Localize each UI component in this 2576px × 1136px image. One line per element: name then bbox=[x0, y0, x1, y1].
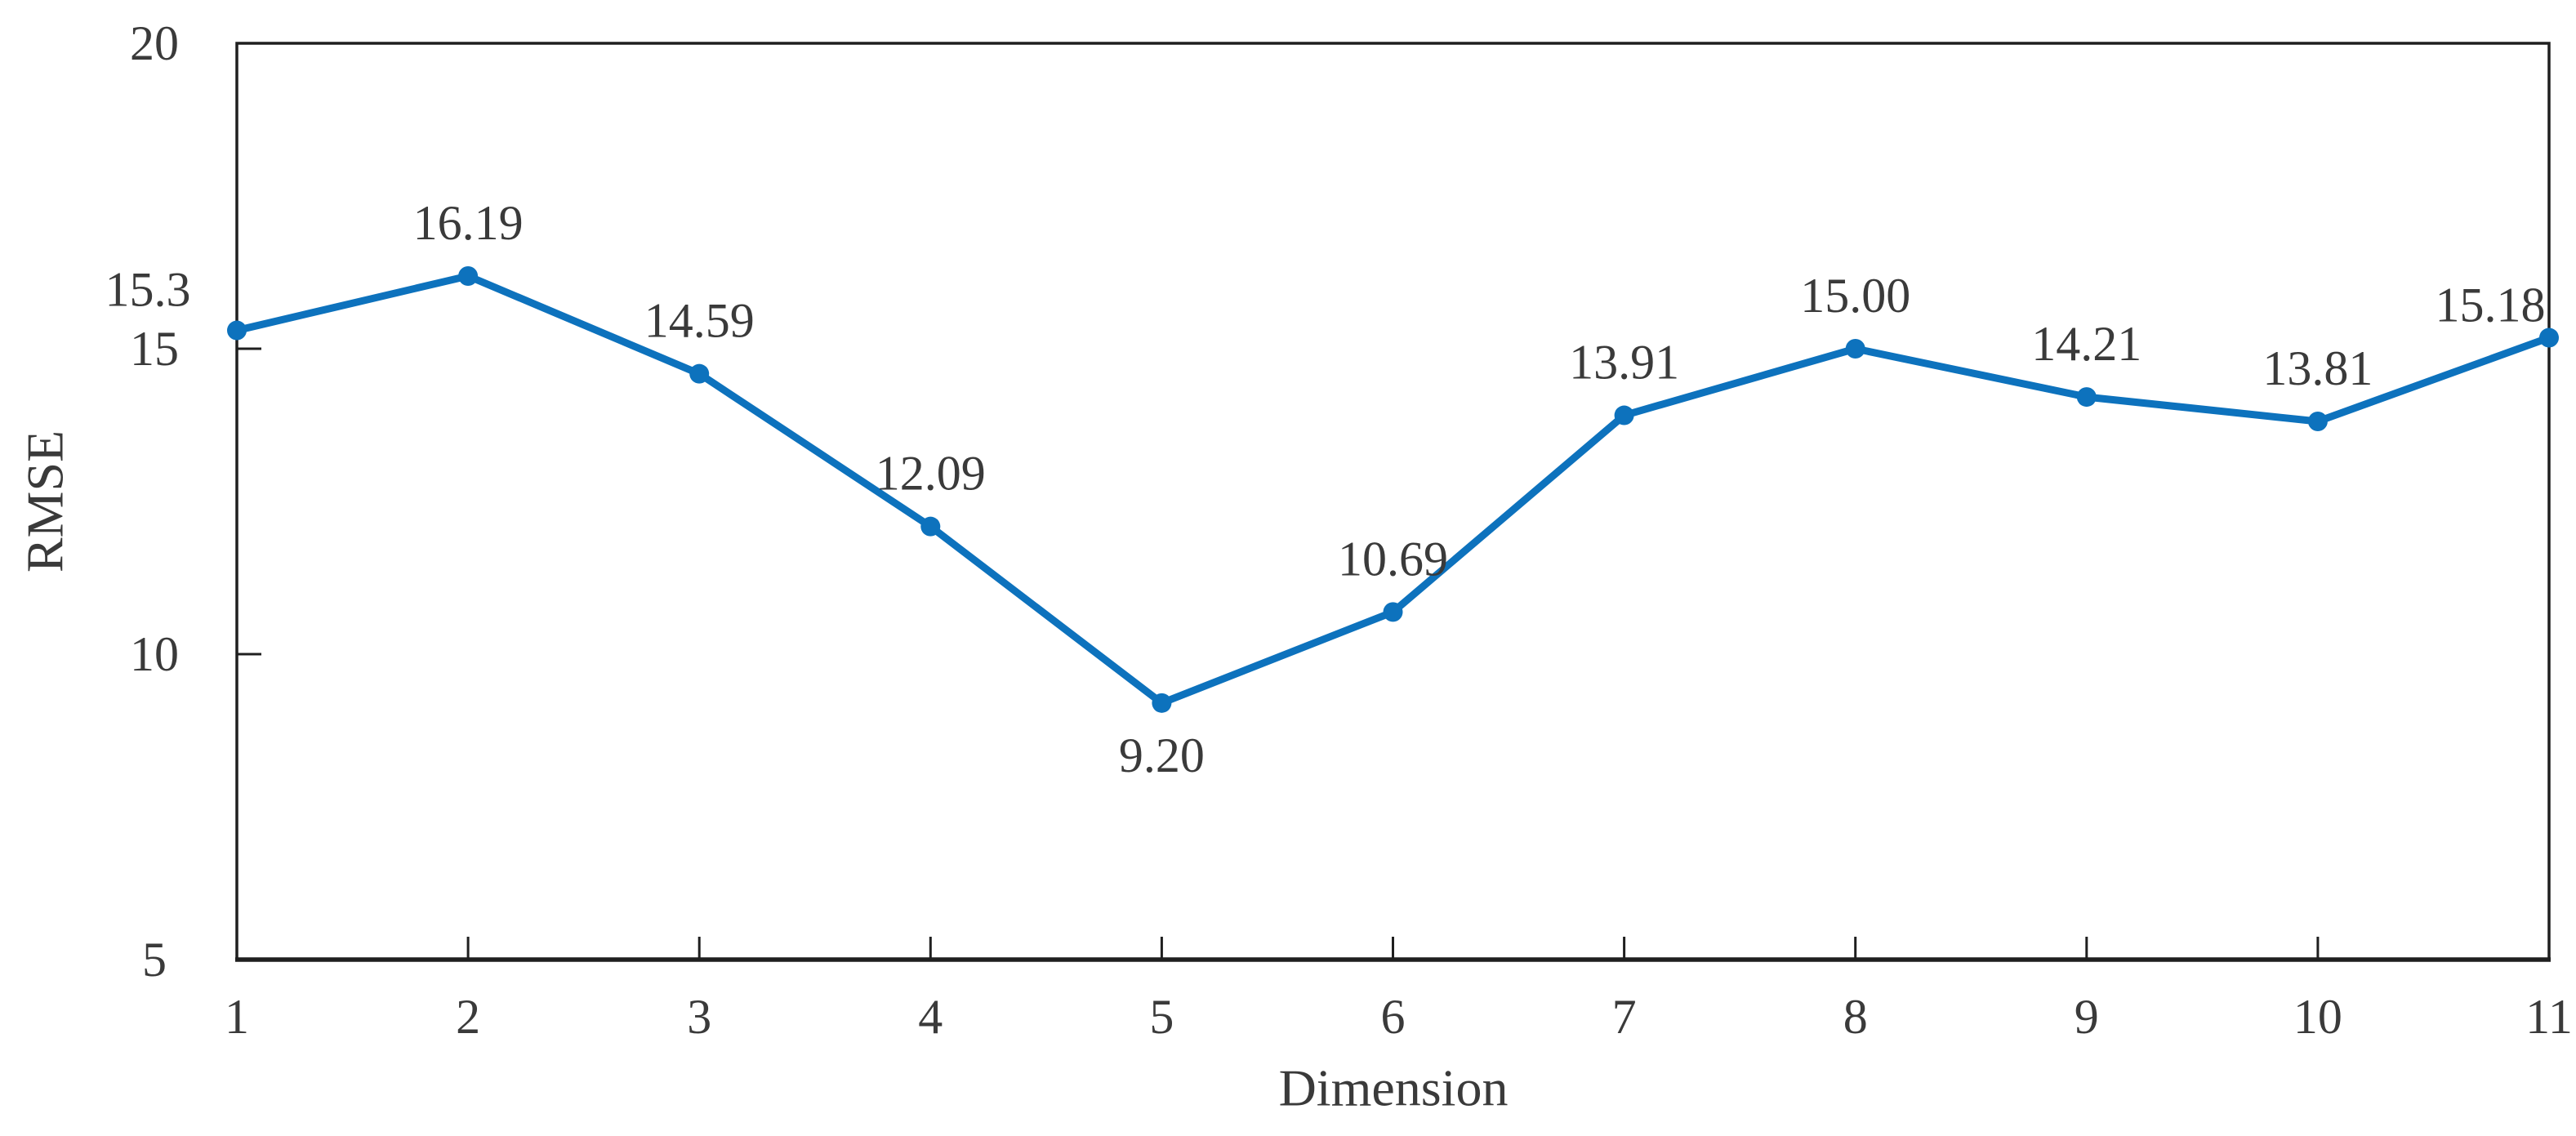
data-point-label: 10.69 bbox=[1338, 532, 1448, 586]
data-point-label: 13.81 bbox=[2262, 341, 2373, 395]
data-point-marker bbox=[1383, 602, 1403, 622]
plot-border bbox=[235, 42, 2551, 961]
x-tick-label: 9 bbox=[2075, 990, 2099, 1044]
y-tick-label: 20 bbox=[130, 16, 179, 70]
plot-area: 5 10 15 20 1 2 3 4 5 6 7 8 9 10 11 15.3 16.19 14.59 12.09 9… bbox=[105, 16, 2573, 1044]
y-axis-title: RMSE bbox=[16, 430, 74, 572]
x-tick-label: 1 bbox=[225, 990, 249, 1044]
data-point-label: 15.18 bbox=[2436, 278, 2546, 332]
data-point-label: 14.59 bbox=[644, 294, 755, 348]
data-point-label: 15.00 bbox=[1800, 269, 1910, 323]
data-point-marker bbox=[2307, 412, 2328, 432]
x-tick-label: 8 bbox=[1843, 990, 1868, 1044]
data-point-marker bbox=[458, 265, 479, 286]
data-point-label: 14.21 bbox=[2031, 317, 2141, 371]
x-tick-label: 5 bbox=[1149, 990, 1174, 1044]
data-point-label: 12.09 bbox=[876, 447, 986, 501]
data-point-label: 16.19 bbox=[413, 196, 524, 250]
data-point-label: 9.20 bbox=[1119, 728, 1205, 782]
x-tick-label: 7 bbox=[1612, 990, 1637, 1044]
y-tick-label: 5 bbox=[142, 933, 167, 987]
data-point-marker bbox=[1152, 693, 1172, 713]
x-tick-label: 3 bbox=[687, 990, 711, 1044]
data-point-marker bbox=[920, 516, 941, 537]
data-point-marker bbox=[2539, 327, 2559, 348]
data-point-marker bbox=[227, 320, 247, 341]
data-point-marker bbox=[689, 363, 710, 384]
x-tick-label: 11 bbox=[2525, 990, 2573, 1044]
series-line bbox=[233, 272, 2553, 707]
x-tick-label: 2 bbox=[456, 990, 480, 1044]
y-tick-label: 15 bbox=[130, 322, 179, 376]
x-axis-title: Dimension bbox=[1279, 1059, 1509, 1117]
data-point-marker bbox=[2076, 387, 2097, 408]
y-tick-label: 10 bbox=[130, 627, 179, 681]
data-point-label: 15.3 bbox=[105, 263, 191, 317]
data-point-marker bbox=[1614, 405, 1634, 425]
x-tick-label: 6 bbox=[1381, 990, 1406, 1044]
x-tick-label: 10 bbox=[2293, 990, 2342, 1044]
x-tick-label: 4 bbox=[918, 990, 943, 1044]
data-point-label: 13.91 bbox=[1569, 336, 1679, 390]
data-point-marker bbox=[1845, 339, 1865, 359]
